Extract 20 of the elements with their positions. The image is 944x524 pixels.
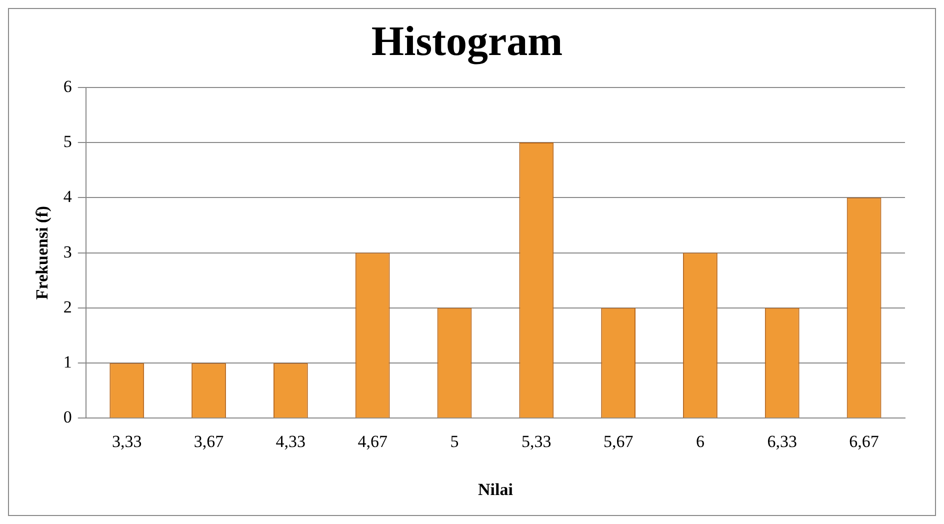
x-tick-label: 4,67 xyxy=(358,432,388,451)
y-tick-label: 2 xyxy=(63,297,72,316)
y-tick-label: 3 xyxy=(63,242,72,262)
x-tick-label: 6 xyxy=(696,432,704,451)
x-tick-label: 3,33 xyxy=(112,432,142,451)
y-tick-label: 4 xyxy=(63,187,72,206)
y-tick-label: 1 xyxy=(63,352,72,372)
y-tick-label: 0 xyxy=(63,408,72,427)
x-tick-label: 6,33 xyxy=(767,432,798,451)
x-tick-label: 4,33 xyxy=(276,432,306,451)
x-tick-label: 6,67 xyxy=(849,432,880,451)
x-axis-title: Nilai xyxy=(478,480,514,500)
x-tick-label: 5,33 xyxy=(522,432,552,451)
y-tick-label: 6 xyxy=(63,76,72,96)
x-tick-label: 5 xyxy=(450,432,459,451)
chart-title: Histogram xyxy=(371,19,563,66)
x-tick-label: 5,67 xyxy=(603,432,634,451)
y-axis-title: Frekuensi (f) xyxy=(32,206,52,300)
y-tick-label: 5 xyxy=(63,132,72,151)
x-tick-label: 3,67 xyxy=(194,432,224,451)
